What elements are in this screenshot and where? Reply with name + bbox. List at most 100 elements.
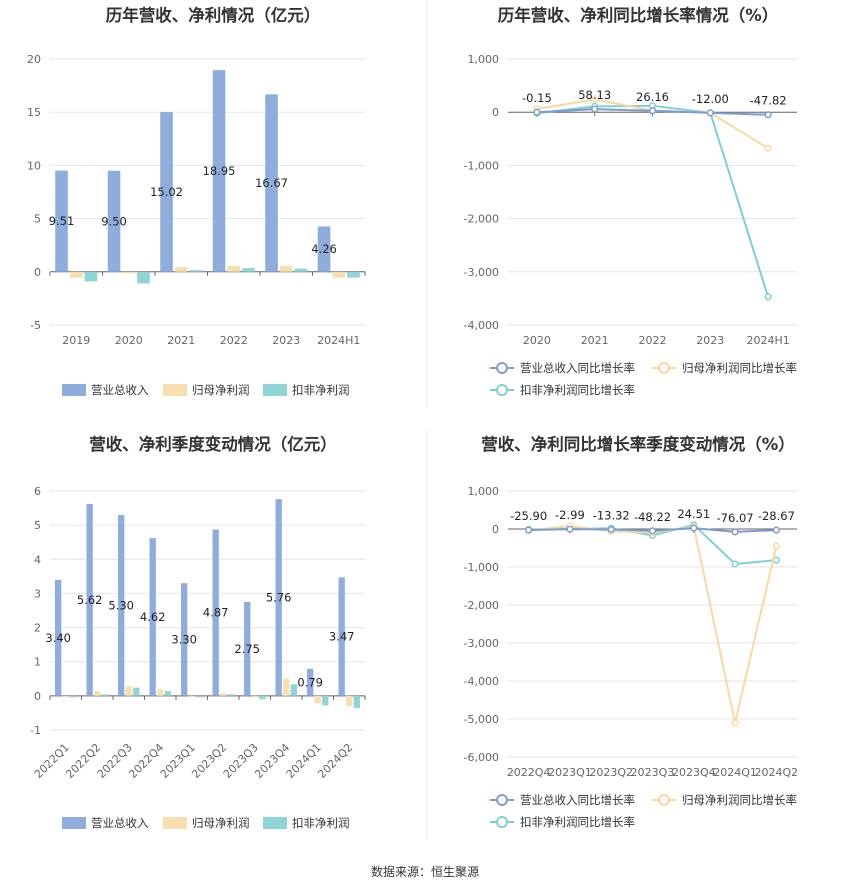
chart-title: 营收、净利同比增长率季度变动情况（%）	[481, 434, 795, 454]
x-tick-label: 2024H1	[746, 334, 789, 347]
bar-3	[259, 695, 266, 700]
legend-label: 营业总收入	[91, 816, 149, 830]
y-tick-label: -4,000	[464, 675, 499, 688]
y-tick-label: 3	[34, 587, 41, 600]
y-tick-label: -6,000	[464, 751, 499, 764]
data-label: 58.13	[578, 88, 611, 102]
y-tick-label: 5	[34, 213, 41, 226]
data-point	[690, 524, 698, 532]
x-tick-label: 2022	[639, 334, 667, 347]
data-label: 4.87	[203, 606, 229, 620]
y-tick-label: 0	[34, 690, 41, 703]
bar-2	[220, 693, 227, 696]
bar-1	[275, 499, 282, 696]
data-label: 16.67	[255, 176, 288, 190]
bar-3	[84, 271, 98, 282]
y-tick-label: 0	[34, 266, 41, 279]
y-tick-label: 1	[34, 656, 41, 669]
bar-2	[346, 695, 353, 707]
data-label: 3.47	[329, 630, 355, 644]
data-point	[591, 95, 599, 103]
data-label: 18.95	[203, 164, 236, 178]
bar-3	[242, 268, 255, 272]
legend-label: 扣非净利润	[292, 383, 350, 397]
data-source: 数据来源：恒生聚源	[371, 864, 479, 879]
legend-label: 营业总收入同比增长率	[520, 361, 635, 375]
x-tick-label: 2024Q2	[315, 741, 355, 781]
x-tick-label: 2023	[272, 334, 300, 347]
bar-2	[122, 271, 136, 274]
data-label: 2.75	[234, 642, 260, 656]
chart-panel-1: 历年营收、净利情况（亿元） -5 0 5 10 15 20 2019 2020 2021 2022 2…	[27, 5, 366, 397]
x-tick-label: 2019	[62, 334, 90, 347]
y-tick-label: -1,000	[464, 561, 499, 574]
bar-3	[353, 695, 360, 708]
bar-3	[290, 684, 297, 696]
bar-2	[283, 678, 290, 696]
bar-3	[227, 694, 234, 696]
y-tick-label: -3,000	[464, 637, 499, 650]
chart-title: 历年营收、净利同比增长率情况（%）	[498, 5, 779, 25]
data-label: 9.51	[49, 214, 75, 228]
y-tick-label: 2	[34, 622, 41, 635]
bar-2	[94, 691, 101, 696]
series-line-3	[536, 104, 770, 298]
data-point	[764, 293, 772, 301]
bar-1	[307, 668, 314, 696]
bar-1	[55, 170, 68, 272]
y-tick-label: 0	[492, 523, 499, 536]
legend-marker	[658, 794, 670, 806]
bar-1	[317, 226, 331, 272]
legend-label: 营业总收入	[91, 383, 149, 397]
x-tick-label: 2022	[220, 334, 248, 347]
y-tick-label: -5,000	[464, 713, 499, 726]
bar-1	[338, 577, 345, 696]
data-point	[648, 107, 657, 115]
data-label: -0.15	[522, 91, 552, 105]
bar-3	[294, 268, 308, 272]
x-tick-label: 2023Q2	[589, 766, 633, 779]
data-point	[566, 525, 574, 533]
bar-1	[244, 601, 251, 696]
legend-label: 扣非净利润同比增长率	[520, 383, 635, 397]
bar-3	[164, 691, 171, 696]
data-label: -48.22	[634, 510, 671, 524]
data-label: -2.99	[555, 508, 585, 522]
bar-3	[70, 695, 77, 698]
data-label: 26.16	[636, 90, 669, 104]
bar-3	[322, 695, 329, 706]
data-label: -25.90	[510, 509, 547, 523]
x-tick-label: 2024Q2	[755, 766, 799, 779]
y-tick-label: -1	[30, 724, 41, 737]
bar-2	[188, 695, 195, 698]
data-point	[731, 560, 739, 568]
legend-marker	[496, 384, 508, 396]
data-label: 3.30	[171, 633, 197, 647]
legend-marker	[496, 794, 508, 806]
chart-panel-4: 营收、净利同比增长率季度变动情况（%） -6,000 -5,000 -4,000 -3,…	[464, 434, 799, 829]
bar-1	[212, 529, 219, 696]
data-point	[533, 108, 541, 116]
data-label: 4.26	[311, 242, 337, 256]
data-point	[764, 111, 772, 119]
legend-label: 扣非净利润	[292, 816, 350, 830]
legend-swatch	[62, 384, 86, 396]
data-point	[607, 525, 615, 534]
data-label: 3.40	[45, 631, 71, 645]
bar-2	[157, 689, 164, 696]
y-tick-label: 0	[492, 106, 499, 119]
x-tick-label: 2024Q1	[713, 766, 757, 779]
bar-1	[55, 579, 62, 696]
chart-title: 历年营收、净利情况（亿元）	[106, 5, 321, 25]
data-label: 5.62	[77, 593, 103, 607]
data-point	[764, 144, 772, 152]
legend-label: 归母净利润	[192, 383, 250, 397]
x-tick-label: 2023Q1	[548, 766, 592, 779]
y-tick-label: 4	[34, 553, 41, 566]
bar-1	[118, 514, 125, 696]
bar-2	[227, 265, 241, 272]
legend-marker	[658, 362, 670, 374]
x-tick-label: 2023Q3	[631, 766, 675, 779]
legend-label: 归母净利润	[192, 816, 250, 830]
